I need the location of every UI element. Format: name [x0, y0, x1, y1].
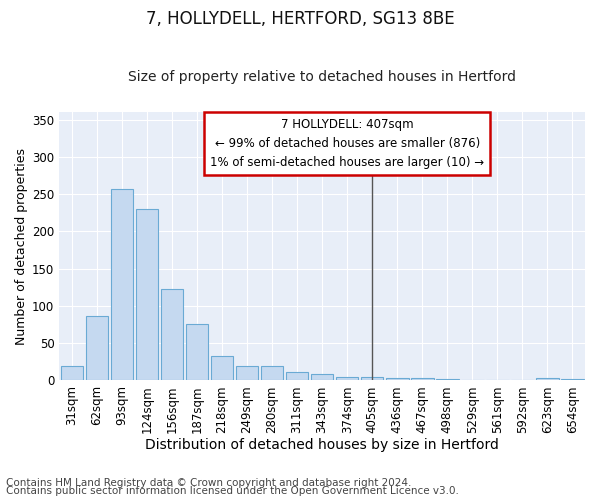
- Bar: [211, 356, 233, 380]
- Bar: [436, 379, 458, 380]
- Bar: [286, 372, 308, 380]
- Text: Contains public sector information licensed under the Open Government Licence v3: Contains public sector information licen…: [6, 486, 459, 496]
- Y-axis label: Number of detached properties: Number of detached properties: [15, 148, 28, 345]
- Bar: [186, 324, 208, 380]
- Bar: [386, 378, 409, 380]
- Bar: [86, 316, 108, 380]
- Text: 7 HOLLYDELL: 407sqm
← 99% of detached houses are smaller (876)
1% of semi-detach: 7 HOLLYDELL: 407sqm ← 99% of detached ho…: [210, 118, 484, 169]
- Text: 7, HOLLYDELL, HERTFORD, SG13 8BE: 7, HOLLYDELL, HERTFORD, SG13 8BE: [146, 10, 454, 28]
- Bar: [311, 374, 334, 380]
- Bar: [110, 189, 133, 380]
- Bar: [236, 366, 259, 380]
- Bar: [61, 366, 83, 380]
- Title: Size of property relative to detached houses in Hertford: Size of property relative to detached ho…: [128, 70, 516, 85]
- Bar: [336, 376, 358, 380]
- Bar: [361, 376, 383, 380]
- X-axis label: Distribution of detached houses by size in Hertford: Distribution of detached houses by size …: [145, 438, 499, 452]
- Bar: [561, 379, 584, 380]
- Bar: [536, 378, 559, 380]
- Bar: [411, 378, 434, 380]
- Bar: [161, 290, 183, 380]
- Bar: [136, 209, 158, 380]
- Text: Contains HM Land Registry data © Crown copyright and database right 2024.: Contains HM Land Registry data © Crown c…: [6, 478, 412, 488]
- Bar: [261, 366, 283, 380]
